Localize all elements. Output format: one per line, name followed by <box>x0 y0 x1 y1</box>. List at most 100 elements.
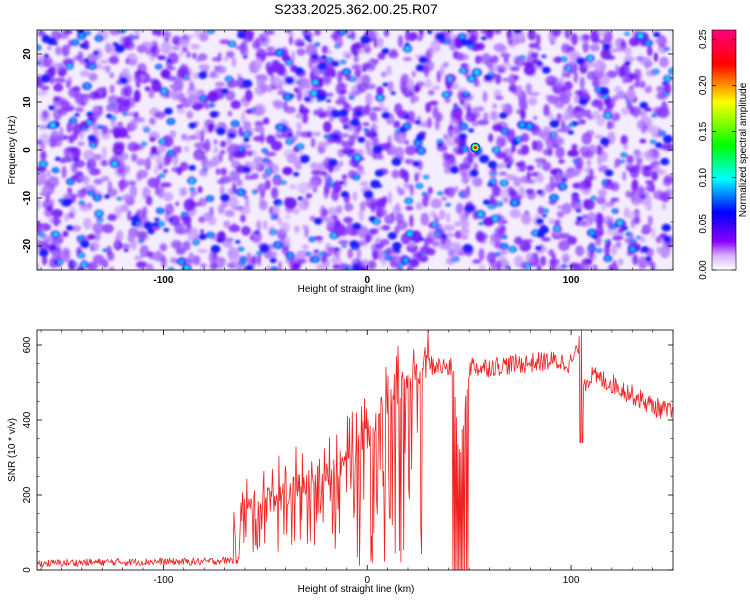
heatmap-cell <box>606 227 619 236</box>
heatmap-cell <box>62 198 72 207</box>
heatmap-cell <box>448 129 456 135</box>
heatmap-cell <box>294 160 302 171</box>
heatmap-cell <box>157 144 166 154</box>
heatmap-cell <box>357 136 366 143</box>
heatmap-cell <box>195 129 201 135</box>
heatmap-cell <box>272 267 276 270</box>
heatmap-cell <box>322 74 332 84</box>
heatmap-cell <box>592 76 600 88</box>
heatmap-cell <box>98 218 102 221</box>
heatmap-cell <box>593 59 606 72</box>
heatmap-cell <box>339 30 345 34</box>
heatmap-cell <box>405 145 417 156</box>
heatmap-cell <box>189 202 202 207</box>
heatmap-cell <box>586 70 595 80</box>
heatmap-cell <box>331 60 340 67</box>
heatmap-cell <box>457 91 464 100</box>
heatmap-cell <box>418 148 424 153</box>
heatmap-cell <box>545 75 557 87</box>
heatmap-cell <box>565 90 573 98</box>
heatmap-cell <box>433 222 437 226</box>
heatmap-cell <box>76 30 85 34</box>
heatmap-cell <box>414 173 419 183</box>
heatmap-cell <box>217 52 222 62</box>
heatmap-cell <box>588 168 594 181</box>
heatmap-cell <box>40 74 51 83</box>
heatmap-cell <box>80 201 83 204</box>
heatmap-cell <box>583 198 595 211</box>
heatmap-cell <box>253 191 256 194</box>
heatmap-cell <box>240 97 247 104</box>
heatmap-cell <box>411 70 417 78</box>
heatmap-cell <box>614 85 622 93</box>
heatmap-cell <box>381 111 391 119</box>
heatmap-cell <box>313 217 323 225</box>
heatmap-cell <box>78 175 90 181</box>
heatmap-cell <box>37 166 47 173</box>
heatmap-cell <box>589 230 594 235</box>
heatmap-cell <box>104 42 112 54</box>
heatmap-cell <box>89 168 101 176</box>
heatmap-cell <box>121 98 131 108</box>
heatmap-cell <box>464 164 471 170</box>
heatmap-cell <box>42 110 48 119</box>
heatmap-cell <box>444 97 451 104</box>
heatmap-cell <box>387 81 394 92</box>
heatmap-cell <box>129 184 138 198</box>
heatmap-cell <box>272 204 279 216</box>
heatmap-cell <box>123 248 129 252</box>
heatmap-cell <box>328 179 331 182</box>
heatmap-cell <box>48 105 55 111</box>
heatmap-cell <box>423 237 434 245</box>
heatmap-cell <box>495 30 501 34</box>
heatmap-cell <box>454 106 457 109</box>
heatmap-cell <box>127 210 132 222</box>
heatmap-cell <box>240 111 247 125</box>
heatmap-cell <box>160 41 172 55</box>
heatmap-cell <box>553 96 565 109</box>
heatmap-cell <box>288 32 294 38</box>
heatmap-cell <box>651 171 659 181</box>
heatmap-cell <box>623 207 631 219</box>
heatmap-cell <box>37 78 40 85</box>
heatmap-cell <box>371 132 378 137</box>
heatmap-cell <box>588 56 593 61</box>
heatmap-cell <box>521 56 524 59</box>
heatmap-cell <box>93 50 100 56</box>
heatmap-cell <box>635 187 646 192</box>
heatmap-cell <box>644 149 654 162</box>
heatmap-cell <box>629 104 634 116</box>
heatmap-cell <box>179 187 188 197</box>
heatmap-cell <box>490 110 499 121</box>
heatmap-cell <box>268 243 274 251</box>
heatmap-cell <box>127 141 140 152</box>
heatmap-cell <box>446 85 452 90</box>
heatmap-cell <box>399 126 408 133</box>
heatmap-cell <box>380 238 390 246</box>
heatmap-cell <box>494 73 502 85</box>
heatmap-cell <box>590 247 594 250</box>
heatmap-cell <box>147 228 155 235</box>
heatmap-cell <box>621 225 628 231</box>
heatmap-cell <box>561 177 567 182</box>
heatmap-cell <box>339 109 349 117</box>
heatmap-cell <box>296 88 303 102</box>
heatmap-cell <box>356 82 368 93</box>
heatmap-cell <box>53 213 59 227</box>
heatmap-cell <box>597 99 604 112</box>
heatmap-cell <box>244 132 249 137</box>
heatmap-cell <box>40 85 50 91</box>
heatmap-cell <box>166 58 172 63</box>
heatmap-cell <box>414 119 422 125</box>
heatmap-cell <box>222 56 229 62</box>
heatmap-cell <box>238 126 244 137</box>
heatmap-cell <box>576 216 583 222</box>
heatmap-cell <box>489 205 493 208</box>
heatmap-cell <box>561 43 569 54</box>
heatmap-cell <box>641 246 649 253</box>
heatmap-cell <box>245 197 250 208</box>
heatmap-cell <box>168 218 174 222</box>
heatmap-cell <box>118 179 129 189</box>
heatmap-cell <box>541 237 551 242</box>
